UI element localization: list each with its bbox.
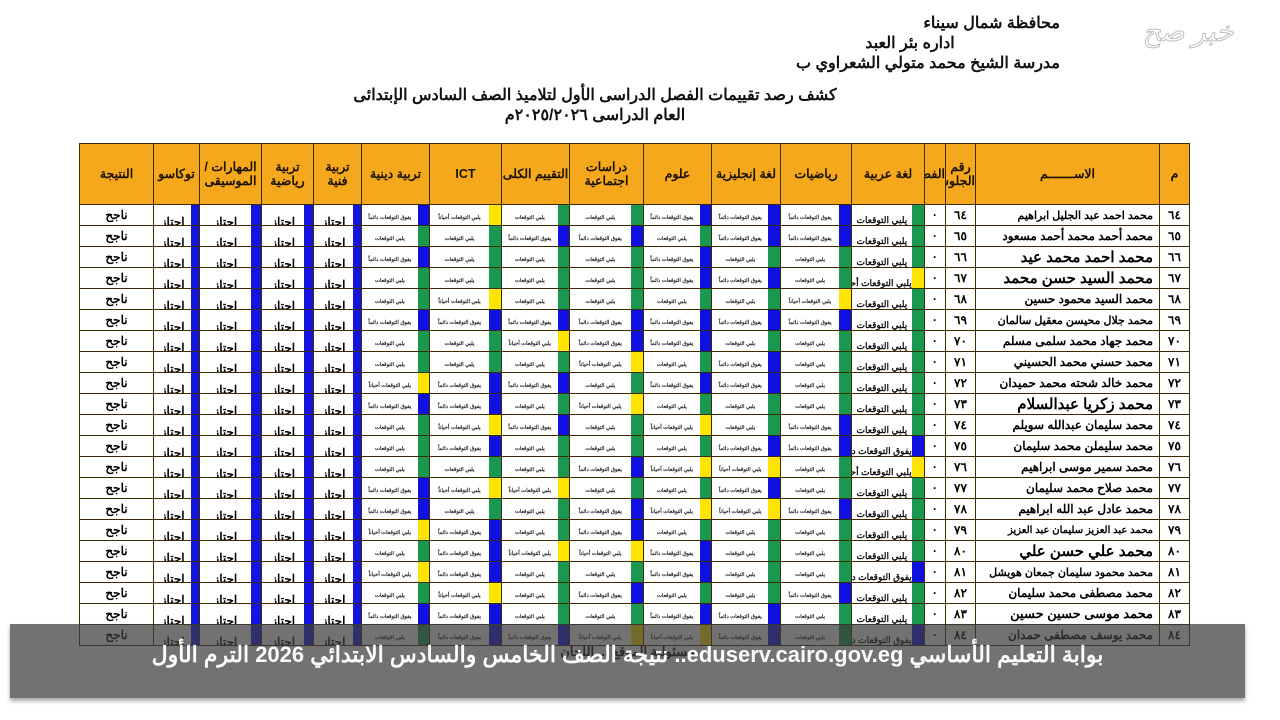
svg-text:خبر صح: خبر صح — [1143, 16, 1235, 48]
